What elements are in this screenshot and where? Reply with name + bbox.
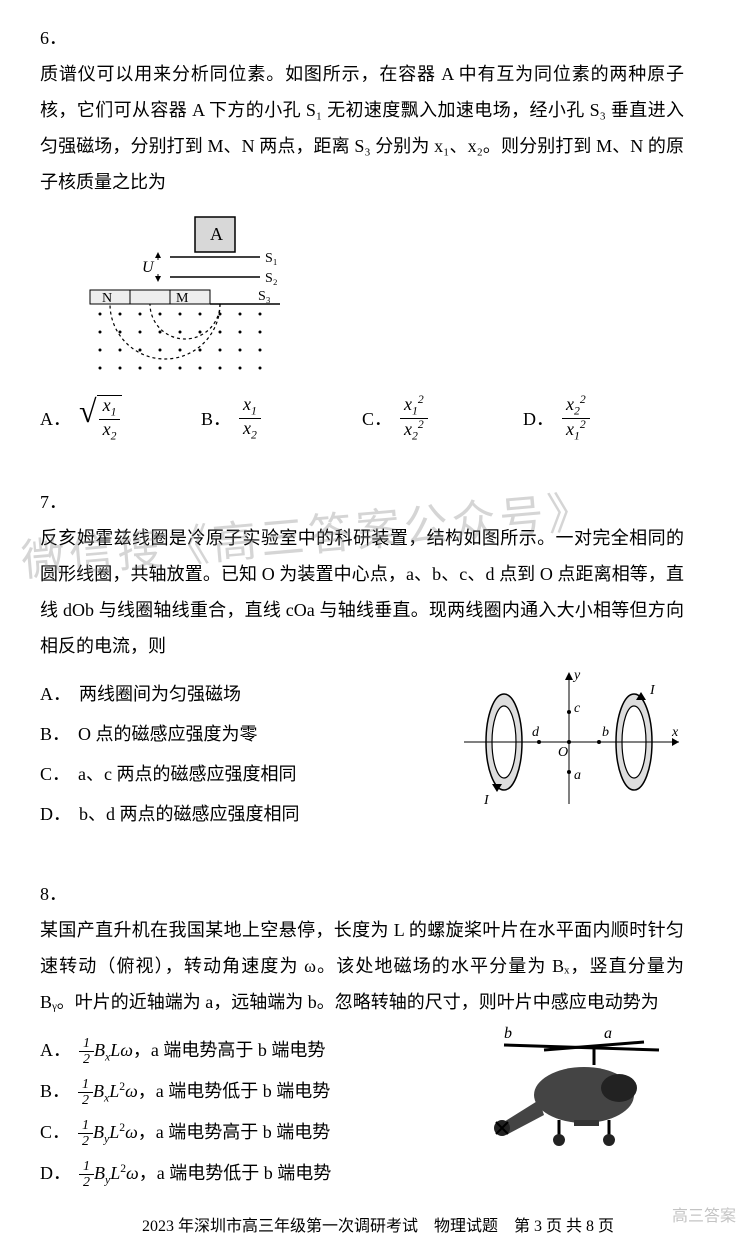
q8-opt-D: D．12ByL2ω，a 端电势低于 b 端电势 — [40, 1155, 474, 1192]
q8-opt-B: B．12BxL2ω，a 端电势低于 b 端电势 — [40, 1073, 474, 1110]
q7-label-c: c — [574, 701, 581, 716]
question-8: 8． 某国产直升机在我国某地上空悬停，长度为 L 的螺旋桨叶片在水平面内顺时针匀… — [40, 876, 716, 1196]
q8-number: 8． — [40, 876, 68, 912]
q6-opt-A: A． √x1x2 — [40, 394, 201, 444]
q7-options: A．两线圈间为匀强磁场 B．O 点的磁感应强度为零 C．a、c 两点的磁感应强度… — [40, 676, 444, 836]
q6-options: A． √x1x2 B． x1x2 C． x12x22 D． x22x12 — [40, 394, 684, 444]
q7-label-O: O — [558, 745, 568, 760]
q7-label-a: a — [574, 768, 581, 783]
q6-field-dots — [99, 313, 262, 370]
question-7: 7． 反亥姆霍兹线圈是冷原子实验室中的科研装置，结构如图所示。一对完全相同的圆形… — [40, 484, 716, 836]
q7-opt-B: B．O 点的磁感应强度为零 — [40, 716, 444, 752]
q8-opt-A: A．12BxLω，a 端电势高于 b 端电势 — [40, 1032, 474, 1069]
q7-label-d: d — [532, 725, 540, 740]
q7-number: 7． — [40, 484, 68, 520]
q7-label-b: b — [602, 725, 609, 740]
q6-label-U: U — [142, 259, 155, 276]
q7-label-I-right: I — [649, 683, 656, 698]
question-6: 6． 质谱仪可以用来分析同位素。如图所示，在容器 A 中有互为同位素的两种原子核… — [40, 20, 716, 444]
q8-options: A．12BxLω，a 端电势高于 b 端电势 B．12BxL2ω，a 端电势低于… — [40, 1032, 474, 1196]
q6-opt-D: D． x22x12 — [523, 394, 684, 444]
q8-body: 某国产直升机在我国某地上空悬停，长度为 L 的螺旋桨叶片在水平面内顺时针匀速转动… — [40, 912, 684, 1196]
q6-label-S2: S₂ — [265, 271, 278, 286]
q8-diagram: b a — [484, 1020, 684, 1170]
q7-diagram: y x O c a d b I I — [454, 664, 684, 819]
q7-opt-C: C．a、c 两点的磁感应强度相同 — [40, 756, 444, 792]
q6-label-N: N — [102, 291, 112, 306]
q6-label-S3: S₃ — [258, 289, 271, 304]
q6-stem: 质谱仪可以用来分析同位素。如图所示，在容器 A 中有互为同位素的两种原子核，它们… — [40, 56, 684, 200]
q7-opt-A: A．两线圈间为匀强磁场 — [40, 676, 444, 712]
q7-opt-D: D．b、d 两点的磁感应强度相同 — [40, 796, 444, 832]
q7-label-I-left: I — [483, 793, 490, 808]
q8-opt-C: C．12ByL2ω，a 端电势高于 b 端电势 — [40, 1114, 474, 1151]
q7-stem: 反亥姆霍兹线圈是冷原子实验室中的科研装置，结构如图所示。一对完全相同的圆形线圈，… — [40, 520, 684, 664]
page-footer: 2023 年深圳市高三年级第一次调研考试 物理试题 第 3 页 共 8 页 — [0, 1212, 756, 1236]
q8-stem: 某国产直升机在我国某地上空悬停，长度为 L 的螺旋桨叶片在水平面内顺时针匀速转动… — [40, 912, 684, 1020]
q8-label-b: b — [504, 1025, 512, 1042]
q7-body: 反亥姆霍兹线圈是冷原子实验室中的科研装置，结构如图所示。一对完全相同的圆形线圈，… — [40, 520, 684, 836]
q7-label-y: y — [572, 668, 581, 683]
q7-label-x: x — [671, 725, 679, 740]
q8-label-a: a — [604, 1025, 612, 1042]
q6-number: 6． — [40, 20, 68, 56]
q6-body: 质谱仪可以用来分析同位素。如图所示，在容器 A 中有互为同位素的两种原子核，它们… — [40, 56, 684, 444]
q6-label-A: A — [210, 224, 223, 244]
q6-label-M: M — [176, 291, 189, 306]
q6-diagram: A U S₁ S₂ N M S₃ — [40, 212, 684, 382]
q6-label-S1: S₁ — [265, 251, 278, 266]
q6-opt-C: C． x12x22 — [362, 394, 523, 444]
q6-opt-B: B． x1x2 — [201, 394, 362, 444]
